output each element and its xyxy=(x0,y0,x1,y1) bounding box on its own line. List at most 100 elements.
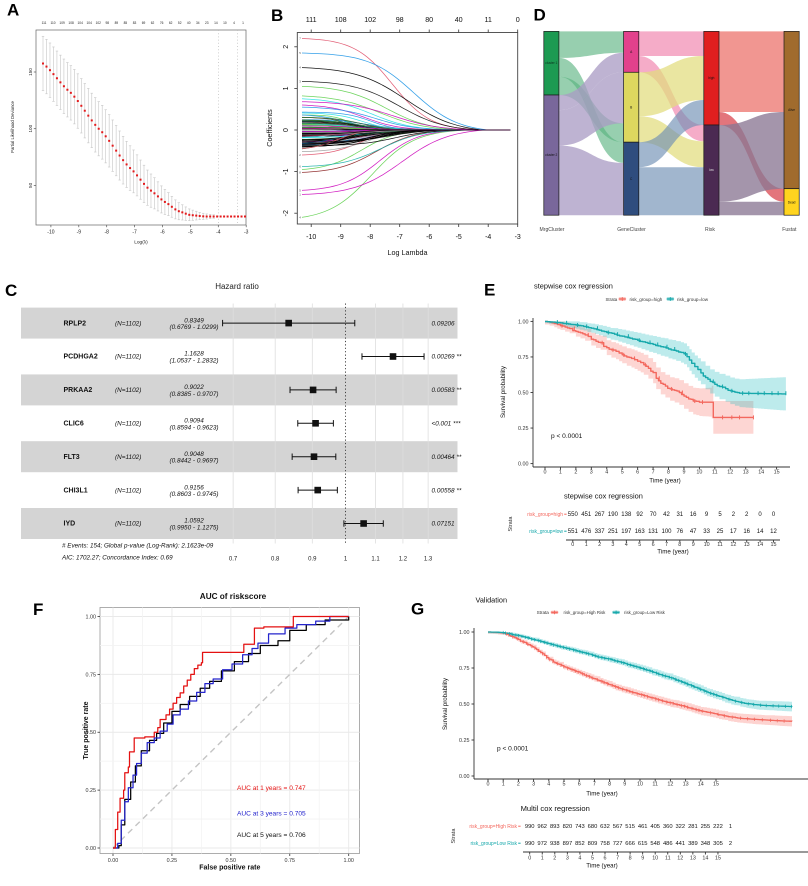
svg-text:897: 897 xyxy=(563,841,573,847)
svg-text:109: 109 xyxy=(59,21,65,25)
svg-text:15: 15 xyxy=(771,542,777,548)
svg-text:12: 12 xyxy=(727,470,733,476)
svg-text:(N=1102): (N=1102) xyxy=(115,354,141,361)
svg-text:104: 104 xyxy=(87,21,93,25)
svg-text:7: 7 xyxy=(616,856,619,862)
svg-text:A: A xyxy=(7,1,19,20)
svg-text:4: 4 xyxy=(547,782,550,788)
svg-text:131: 131 xyxy=(648,529,659,535)
svg-text:0.8349: 0.8349 xyxy=(184,317,204,324)
svg-text:cluster 2: cluster 2 xyxy=(545,153,557,157)
svg-text:-2: -2 xyxy=(283,210,290,216)
svg-text:2: 2 xyxy=(517,782,520,788)
svg-text:11: 11 xyxy=(652,782,658,788)
svg-text:10: 10 xyxy=(704,542,710,548)
svg-text:550: 550 xyxy=(568,512,579,518)
svg-text:2: 2 xyxy=(553,856,556,862)
svg-text:C: C xyxy=(5,281,17,300)
svg-text:89: 89 xyxy=(115,21,119,25)
svg-text:0.00583 **: 0.00583 ** xyxy=(432,387,462,394)
svg-text:9: 9 xyxy=(705,512,709,518)
svg-text:12: 12 xyxy=(730,542,736,548)
svg-text:(0.8603 - 0.9745): (0.8603 - 0.9745) xyxy=(169,491,218,498)
svg-text:40: 40 xyxy=(187,21,191,25)
svg-text:0.50: 0.50 xyxy=(518,391,529,397)
svg-text:0.00: 0.00 xyxy=(108,858,119,864)
svg-text:25: 25 xyxy=(717,529,724,535)
svg-text:Strata: Strata xyxy=(508,516,514,532)
svg-text:0.25: 0.25 xyxy=(518,426,529,432)
svg-text:stepwise cox regression: stepwise cox regression xyxy=(564,492,643,501)
svg-text:809: 809 xyxy=(588,841,598,847)
svg-text:GeneCluster: GeneCluster xyxy=(617,227,646,233)
svg-text:stepwise cox regression: stepwise cox regression xyxy=(534,282,613,291)
svg-text:5: 5 xyxy=(299,51,301,55)
svg-text:42: 42 xyxy=(663,512,670,518)
svg-text:108: 108 xyxy=(68,21,74,25)
svg-text:0.25: 0.25 xyxy=(86,788,97,794)
svg-text:0.25: 0.25 xyxy=(167,858,178,864)
svg-text:4: 4 xyxy=(625,542,628,548)
svg-text:680: 680 xyxy=(588,824,598,830)
svg-text:14: 14 xyxy=(698,782,704,788)
svg-text:14: 14 xyxy=(758,470,764,476)
svg-text:11: 11 xyxy=(712,470,718,476)
svg-text:104: 104 xyxy=(78,21,84,25)
svg-text:0.50: 0.50 xyxy=(459,702,470,708)
svg-text:98: 98 xyxy=(396,15,404,24)
svg-text:267: 267 xyxy=(595,512,606,518)
svg-text:-10: -10 xyxy=(306,234,316,241)
svg-text:1.2: 1.2 xyxy=(399,557,408,563)
svg-text:23: 23 xyxy=(205,21,209,25)
svg-text:0: 0 xyxy=(516,15,520,24)
svg-text:Strata: Strata xyxy=(451,828,457,844)
svg-text:2: 2 xyxy=(732,512,736,518)
svg-text:2: 2 xyxy=(598,542,601,548)
svg-text:risk_group=low: risk_group=low xyxy=(677,297,709,302)
svg-text:9: 9 xyxy=(641,856,644,862)
svg-text:5: 5 xyxy=(299,188,301,192)
svg-text:0.00: 0.00 xyxy=(86,846,97,852)
svg-text:76: 76 xyxy=(160,21,164,25)
svg-text:69: 69 xyxy=(142,21,146,25)
svg-text:8: 8 xyxy=(608,782,611,788)
svg-text:0.09206: 0.09206 xyxy=(432,320,456,327)
svg-text:8: 8 xyxy=(299,170,301,174)
svg-text:<0.001 ***: <0.001 *** xyxy=(432,421,461,428)
svg-text:Survival probability: Survival probability xyxy=(442,677,449,730)
svg-text:0.75: 0.75 xyxy=(285,858,296,864)
svg-text:100: 100 xyxy=(661,529,672,535)
svg-text:-8: -8 xyxy=(367,234,373,241)
svg-text:Fustat: Fustat xyxy=(782,227,797,233)
svg-text:632: 632 xyxy=(600,824,610,830)
svg-text:76: 76 xyxy=(676,529,683,535)
svg-text:4: 4 xyxy=(605,470,608,476)
svg-text:13: 13 xyxy=(683,782,689,788)
svg-text:0: 0 xyxy=(772,512,776,518)
svg-text:5: 5 xyxy=(718,512,722,518)
svg-text:-6: -6 xyxy=(160,230,165,236)
svg-text:0: 0 xyxy=(544,470,547,476)
svg-text:G: G xyxy=(411,600,424,619)
svg-text:Strata: Strata xyxy=(606,297,618,302)
svg-text:-6: -6 xyxy=(426,234,432,241)
svg-text:8: 8 xyxy=(678,542,681,548)
svg-text:10: 10 xyxy=(652,856,658,862)
svg-text:RPLP2: RPLP2 xyxy=(64,320,87,327)
svg-text:risk_group=High Risk: risk_group=High Risk xyxy=(469,824,517,830)
svg-text:risk_group=Low Risk: risk_group=Low Risk xyxy=(624,610,666,615)
svg-text:5: 5 xyxy=(591,856,594,862)
svg-text:CHI3L1: CHI3L1 xyxy=(64,487,88,494)
svg-text:251: 251 xyxy=(608,529,619,535)
svg-text:15: 15 xyxy=(774,470,780,476)
svg-text:40: 40 xyxy=(455,15,463,24)
svg-text:820: 820 xyxy=(563,824,573,830)
svg-text:163: 163 xyxy=(635,529,646,535)
svg-text:0: 0 xyxy=(528,856,531,862)
svg-text:0.50: 0.50 xyxy=(86,730,97,736)
svg-text:0.25: 0.25 xyxy=(459,738,470,744)
svg-text:Validation: Validation xyxy=(476,595,508,604)
svg-text:337: 337 xyxy=(595,529,606,535)
svg-text:2: 2 xyxy=(283,45,290,49)
svg-text:10: 10 xyxy=(223,21,227,25)
